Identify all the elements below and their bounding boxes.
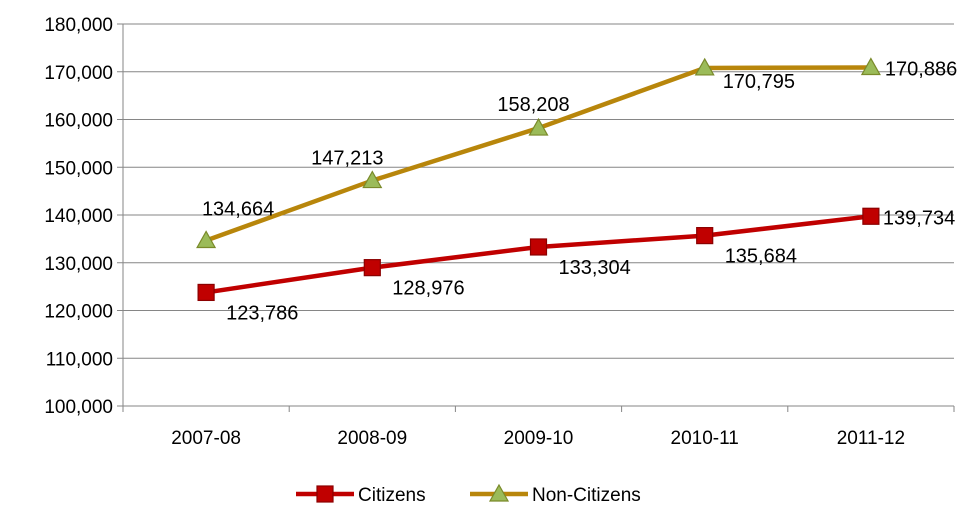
data-label: 134,664 (202, 198, 274, 220)
series-group (196, 57, 881, 302)
series-marker-citizens (529, 238, 548, 256)
data-label: 158,208 (497, 94, 569, 116)
series-marker-non-citizens (362, 170, 383, 189)
series-marker-non-citizens (860, 57, 881, 76)
data-label: 170,795 (723, 71, 795, 93)
y-tick-label: 180,000 (44, 15, 113, 36)
data-label: 147,213 (311, 148, 383, 170)
data-label: 139,734 (883, 207, 955, 229)
legend-label: Non-Citizens (532, 485, 641, 506)
data-label: 128,976 (392, 278, 464, 300)
y-tick-label: 100,000 (44, 397, 113, 418)
legend-label: Citizens (358, 485, 426, 506)
y-axis-tick-labels: 100,000 110,000 120,000 130,000 140,000 150,0… (44, 15, 113, 418)
x-tick-label: 2008-09 (337, 428, 407, 449)
data-labels: 123,786 128,976 133,304 135,684 139,734 134,6… (202, 59, 957, 325)
data-label: 133,304 (559, 257, 631, 279)
series-marker-citizens (197, 283, 215, 302)
x-tick-label: 2007-08 (171, 428, 241, 449)
y-tick-label: 160,000 (44, 111, 113, 132)
legend-marker (316, 485, 334, 503)
series-marker-citizens (696, 227, 714, 245)
legend: Citizens Non-Citizens (296, 483, 641, 506)
y-tick-label: 170,000 (44, 63, 113, 84)
series-marker-citizens (862, 207, 880, 225)
legend-marker (488, 483, 510, 502)
x-tick-label: 2009-10 (504, 428, 574, 449)
series-marker-non-citizens (196, 230, 217, 249)
axes (117, 23, 955, 412)
y-tick-label: 140,000 (44, 206, 113, 227)
series-marker-non-citizens (694, 57, 715, 76)
data-label: 123,786 (226, 302, 298, 324)
x-axis-tick-labels: 2007-08 2008-09 2009-10 2010-11 2011-12 (171, 428, 905, 449)
series-marker-non-citizens (528, 117, 549, 136)
y-tick-label: 110,000 (46, 349, 113, 370)
x-tick-label: 2011-12 (837, 428, 905, 449)
data-label: 135,684 (725, 246, 797, 268)
y-tick-label: 120,000 (44, 302, 113, 323)
series-marker-citizens (363, 259, 381, 277)
y-tick-label: 130,000 (44, 254, 113, 275)
data-label: 170,886 (885, 59, 957, 81)
y-tick-label: 150,000 (44, 158, 113, 179)
x-tick-label: 2010-11 (671, 428, 739, 449)
